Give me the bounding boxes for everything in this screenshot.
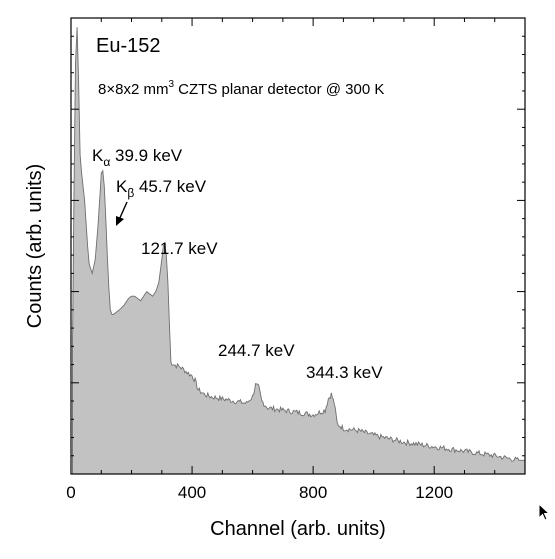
annotation-k-beta-base: K <box>116 177 128 196</box>
x-tick-label: 1200 <box>415 483 453 502</box>
axis-ticks <box>70 17 526 475</box>
spectrum-area <box>72 27 526 475</box>
annotation-121-7: 121.7 keV <box>141 239 218 258</box>
subtitle-suffix: CZTS planar detector @ 300 K <box>174 81 384 98</box>
annotation-344-3: 344.3 keV <box>306 363 383 382</box>
annotation-244-7: 244.7 keV <box>218 341 295 360</box>
k-beta-arrow-head <box>116 216 124 226</box>
k-beta-arrow-line <box>118 201 128 221</box>
x-axis-label: Channel (arb. units) <box>210 518 386 540</box>
subtitle-prefix: 8×8x2 mm <box>98 81 168 98</box>
plot-frame <box>70 17 526 475</box>
x-tick-labels: 0 400 800 1200 <box>66 483 453 502</box>
annotation-k-beta-value: 45.7 keV <box>134 177 206 196</box>
annotation-k-alpha-sub: α <box>103 155 110 169</box>
annotation-k-beta: Kβ 45.7 keV <box>116 177 207 200</box>
y-axis-label: Counts (arb. units) <box>24 164 46 329</box>
annotation-k-alpha-value: 39.9 keV <box>110 146 182 165</box>
subtitle-superscript: 3 <box>168 79 174 90</box>
chart-subtitle: 8×8x2 mm3 CZTS planar detector @ 300 K <box>98 79 384 98</box>
chart-title: Eu-152 <box>96 35 161 57</box>
x-tick-label: 400 <box>178 483 206 502</box>
x-tick-label: 800 <box>299 483 327 502</box>
mouse-cursor-icon <box>538 503 551 521</box>
x-tick-label: 0 <box>66 483 75 502</box>
spectrum-area-layer <box>72 27 526 475</box>
annotation-k-alpha: Kα 39.9 keV <box>92 146 183 169</box>
annotation-k-alpha-base: K <box>92 146 104 165</box>
annotation-k-beta-sub: β <box>127 186 134 200</box>
